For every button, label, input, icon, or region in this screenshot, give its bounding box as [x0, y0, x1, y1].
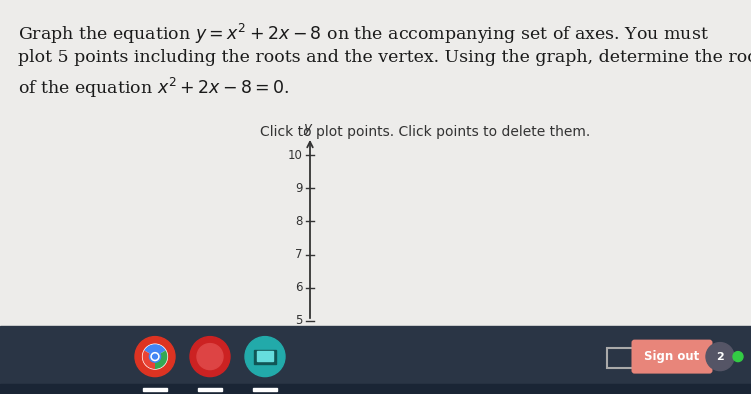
Text: Click to plot points. Click points to delete them.: Click to plot points. Click points to de…: [260, 125, 590, 139]
Circle shape: [135, 336, 175, 377]
Wedge shape: [155, 350, 167, 369]
Text: 9: 9: [295, 182, 303, 195]
Bar: [143, 388, 167, 391]
Circle shape: [733, 351, 743, 362]
Circle shape: [152, 354, 158, 359]
Circle shape: [197, 344, 223, 370]
Text: 7: 7: [295, 248, 303, 261]
Circle shape: [706, 343, 734, 371]
Bar: [0, 326, 751, 394]
Text: 10: 10: [288, 149, 303, 162]
Text: 6: 6: [295, 281, 303, 294]
Bar: [257, 351, 273, 361]
FancyBboxPatch shape: [632, 340, 713, 374]
Circle shape: [151, 353, 159, 361]
Wedge shape: [144, 344, 166, 357]
Text: of the equation $x^2 + 2x - 8 = 0$.: of the equation $x^2 + 2x - 8 = 0$.: [18, 76, 290, 100]
Text: plot 5 points including the roots and the vertex. Using the graph, determine the: plot 5 points including the roots and th…: [18, 49, 751, 66]
Text: 8: 8: [296, 215, 303, 228]
Bar: [0, 0, 751, 326]
Text: Sign out: Sign out: [644, 350, 700, 363]
Wedge shape: [143, 350, 155, 369]
Text: 2: 2: [716, 351, 724, 362]
Text: Graph the equation $y = x^2 + 2x - 8$ on the accompanying set of axes. You must: Graph the equation $y = x^2 + 2x - 8$ on…: [18, 22, 709, 46]
Bar: [254, 349, 276, 364]
Bar: [0, 384, 751, 394]
Text: y: y: [303, 121, 311, 135]
Circle shape: [245, 336, 285, 377]
Circle shape: [149, 351, 161, 362]
Bar: [198, 388, 222, 391]
Bar: [253, 388, 277, 391]
Text: 5: 5: [296, 314, 303, 327]
Circle shape: [143, 344, 167, 369]
Circle shape: [190, 336, 230, 377]
